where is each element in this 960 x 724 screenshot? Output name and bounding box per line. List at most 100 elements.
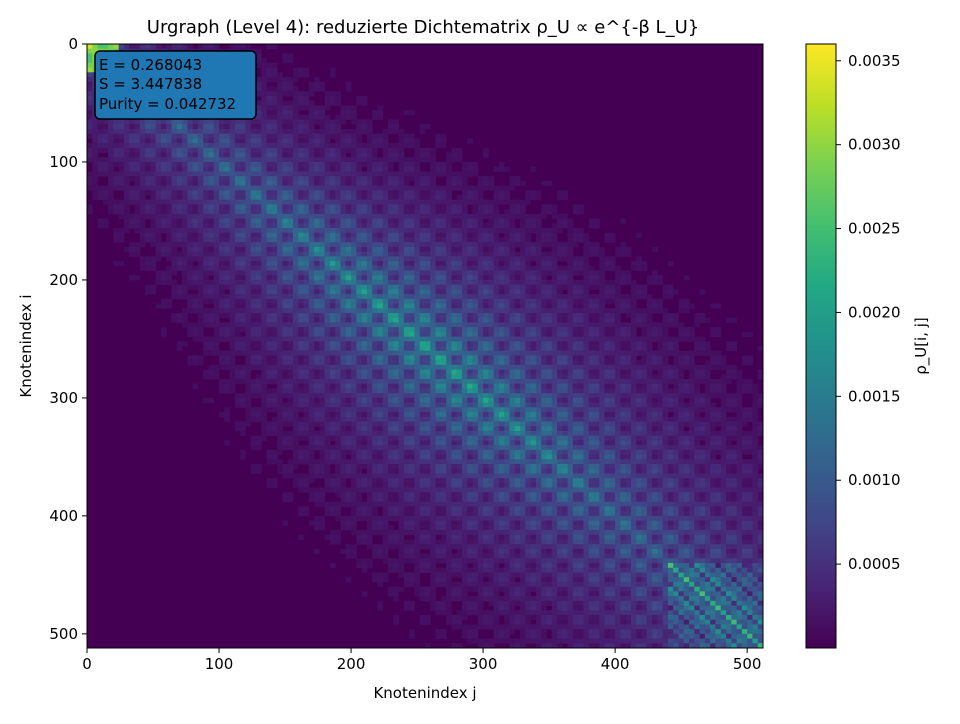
heatmap-cell (267, 153, 273, 158)
heatmap-cell (298, 266, 304, 271)
heatmap-cell (583, 256, 589, 261)
heatmap-cell (568, 247, 574, 252)
heatmap-cell (208, 176, 214, 181)
heatmap-cell (356, 365, 362, 370)
heatmap-cell (219, 148, 225, 153)
heatmap-cell (156, 209, 162, 214)
heatmap-cell (325, 365, 331, 370)
heatmap-cell (531, 308, 537, 313)
heatmap-cell (177, 242, 183, 247)
heatmap-cell (135, 219, 141, 224)
heatmap-cell (473, 308, 479, 313)
heatmap-cell (261, 304, 267, 309)
heatmap-cell (409, 162, 415, 167)
heatmap-cell (119, 186, 125, 191)
heatmap-cell (578, 346, 584, 351)
heatmap-cell (272, 275, 278, 280)
heatmap-cell (499, 280, 505, 285)
heatmap-cell (679, 327, 685, 332)
heatmap-cell (198, 237, 204, 242)
heatmap-cell (187, 223, 193, 228)
heatmap-cell (319, 261, 325, 266)
heatmap-cell (261, 271, 267, 276)
heatmap-cell (182, 153, 188, 158)
heatmap-cell (277, 261, 283, 266)
heatmap-cell (267, 322, 273, 327)
heatmap-cell (615, 294, 621, 299)
heatmap-cell (478, 223, 484, 228)
heatmap-cell (166, 275, 172, 280)
heatmap-cell (293, 138, 299, 143)
heatmap-cell (219, 157, 225, 162)
heatmap-cell (198, 219, 204, 224)
heatmap-cell (367, 332, 373, 337)
heatmap-cell (193, 327, 199, 332)
heatmap-cell (420, 304, 426, 309)
heatmap-cell (172, 153, 178, 158)
heatmap-cell (414, 219, 420, 224)
heatmap-cell (430, 313, 436, 318)
heatmap-cell (494, 256, 500, 261)
heatmap-cell (267, 96, 273, 101)
heatmap-cell (277, 181, 283, 186)
heatmap-cell (610, 337, 616, 342)
heatmap-cell (298, 204, 304, 209)
heatmap-cell (552, 223, 558, 228)
heatmap-cell (161, 200, 167, 205)
heatmap-cell (388, 261, 394, 266)
heatmap-cell (113, 124, 119, 129)
heatmap-cell (510, 337, 516, 342)
heatmap-cell (372, 313, 378, 318)
heatmap-cell (346, 299, 352, 304)
heatmap-cell (182, 247, 188, 252)
heatmap-cell (420, 186, 426, 191)
heatmap-cell (425, 256, 431, 261)
heatmap-cell (245, 195, 251, 200)
heatmap-cell (393, 261, 399, 266)
heatmap-cell (140, 237, 146, 242)
heatmap-cell (251, 171, 257, 176)
heatmap-cell (261, 171, 267, 176)
heatmap-cell (446, 157, 452, 162)
heatmap-cell (319, 110, 325, 115)
heatmap-cell (372, 176, 378, 181)
heatmap-cell (615, 355, 621, 360)
heatmap-cell (87, 143, 93, 148)
heatmap-cell (388, 143, 394, 148)
heatmap-cell (473, 266, 479, 271)
heatmap-cell (668, 285, 674, 290)
heatmap-cell (441, 167, 447, 172)
heatmap-cell (620, 355, 626, 360)
heatmap-cell (594, 337, 600, 342)
heatmap-cell (372, 289, 378, 294)
heatmap-cell (203, 138, 209, 143)
heatmap-cell (124, 204, 130, 209)
heatmap-cell (430, 337, 436, 342)
heatmap-cell (103, 219, 109, 224)
heatmap-cell (119, 209, 125, 214)
heatmap-cell (483, 247, 489, 252)
heatmap-cell (319, 365, 325, 370)
heatmap-cell (230, 219, 236, 224)
heatmap-cell (277, 237, 283, 242)
heatmap-cell (235, 242, 241, 247)
heatmap-cell (705, 351, 711, 356)
heatmap-cell (515, 200, 521, 205)
heatmap-cell (351, 223, 357, 228)
heatmap-cell (208, 308, 214, 313)
heatmap-cell (166, 214, 172, 219)
heatmap-cell (198, 355, 204, 360)
heatmap-cell (462, 261, 468, 266)
heatmap-cell (235, 233, 241, 238)
heatmap-cell (383, 195, 389, 200)
heatmap-cell (393, 304, 399, 309)
heatmap-cell (515, 313, 521, 318)
heatmap-cell (346, 190, 352, 195)
heatmap-cell (652, 355, 658, 360)
heatmap-cell (272, 153, 278, 158)
heatmap-cell (383, 355, 389, 360)
heatmap-cell (298, 91, 304, 96)
heatmap-cell (356, 360, 362, 365)
heatmap-cell (446, 228, 452, 233)
heatmap-cell (224, 153, 230, 158)
